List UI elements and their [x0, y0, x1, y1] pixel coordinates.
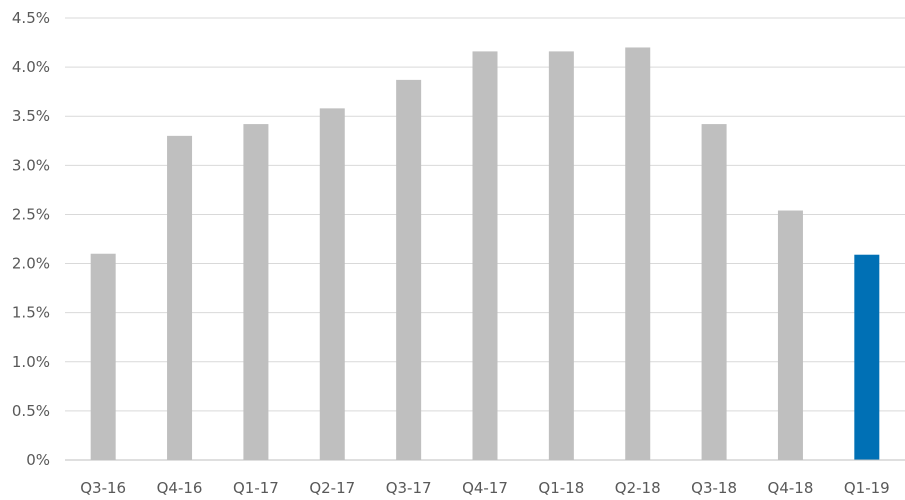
x-tick-label: Q1-19: [844, 479, 890, 497]
x-tick-label: Q1-18: [538, 479, 584, 497]
x-tick-label: Q4-16: [157, 479, 203, 497]
bar-q3-17: [396, 79, 422, 460]
x-tick-label: Q2-18: [615, 479, 661, 497]
bar-q1-17: [243, 124, 269, 460]
x-tick-label: Q3-18: [691, 479, 737, 497]
bar-q4-17: [472, 51, 498, 460]
y-tick-label: 2.5%: [12, 205, 50, 223]
bar-q1-18: [548, 51, 574, 460]
x-tick-label: Q3-16: [80, 479, 126, 497]
bar-q1-19: [854, 254, 880, 460]
x-axis-tick-labels: Q3-16 Q4-16 Q1-17 Q2-17 Q3-17 Q4-17 Q1-18 Q2-18…: [80, 479, 889, 497]
y-tick-label: 4.0%: [12, 58, 50, 76]
y-tick-label: 1.0%: [12, 353, 50, 371]
x-tick-label: Q3-17: [386, 479, 432, 497]
bar-q4-16: [167, 135, 193, 460]
x-tick-label: Q1-17: [233, 479, 279, 497]
bars: [90, 47, 880, 460]
y-tick-label: 0.5%: [12, 402, 50, 420]
y-tick-label: 3.5%: [12, 107, 50, 125]
bar-q2-18: [625, 47, 651, 460]
bar-q3-16: [90, 253, 116, 460]
y-axis-tick-labels: 0% 0.5% 1.0% 1.5% 2.0% 2.5% 3.0% 3.5% 4.0% 4.5%: [12, 9, 50, 469]
y-tick-label: 1.5%: [12, 304, 50, 322]
y-tick-label: 0%: [26, 451, 50, 469]
bar-q2-17: [319, 108, 345, 460]
bar-q3-18: [701, 124, 727, 460]
y-tick-label: 4.5%: [12, 9, 50, 27]
x-tick-label: Q4-17: [462, 479, 508, 497]
bar-q4-18: [777, 210, 803, 460]
y-tick-label: 2.0%: [12, 255, 50, 273]
x-tick-label: Q2-17: [309, 479, 355, 497]
x-tick-label: Q4-18: [768, 479, 814, 497]
y-tick-label: 3.0%: [12, 156, 50, 174]
